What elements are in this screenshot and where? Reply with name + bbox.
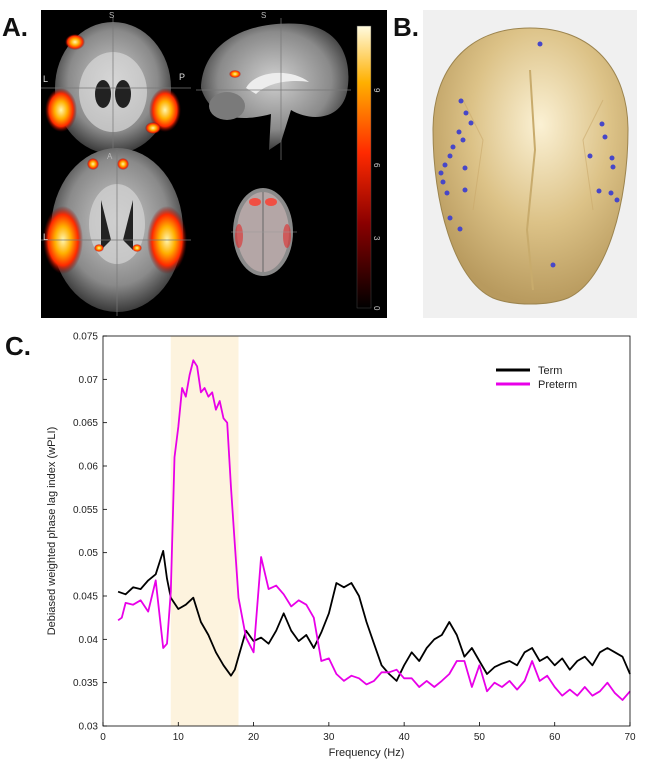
electrode-dot	[447, 153, 453, 159]
x-tick-label: 60	[549, 732, 561, 743]
legend-label: Term	[538, 365, 562, 377]
y-tick-label: 0.07	[79, 375, 99, 386]
panel-label-b: B.	[393, 12, 419, 42]
electrode-dot	[460, 137, 466, 143]
electrode-dot	[550, 262, 556, 268]
x-axis-label: Frequency (Hz)	[329, 747, 405, 759]
x-tick-label: 40	[399, 732, 411, 743]
electrode-dot	[468, 120, 474, 126]
scalp-electrode-image	[432, 27, 629, 305]
surface-render	[231, 188, 297, 276]
electrode-dot	[608, 190, 614, 196]
y-tick-label: 0.035	[73, 678, 98, 689]
x-tick-label: 20	[248, 732, 260, 743]
colorbar-tick: 9	[372, 88, 381, 93]
y-tick-label: 0.065	[73, 418, 98, 429]
x-tick-label: 70	[624, 732, 636, 743]
y-tick-label: 0.04	[79, 635, 99, 646]
legend-label: Preterm	[538, 379, 577, 391]
x-tick-label: 30	[323, 732, 335, 743]
coronal-top-label: S	[109, 11, 114, 20]
colorbar-tick: 3	[372, 236, 381, 241]
wpli-line-chart: 0 10 20 30 40 50 60 70 0.03 0.035 0.04 0.045 0.05 0.0…	[46, 332, 636, 760]
electrode-dot	[596, 188, 602, 194]
electrode-dot	[462, 187, 468, 193]
y-tick-label: 0.045	[73, 592, 98, 603]
electrode-dot	[438, 170, 444, 176]
electrode-map-panel	[423, 10, 637, 318]
series-line-term	[117, 550, 631, 682]
sagittal-top-label: S	[261, 11, 266, 20]
sagittal-slice: S P	[179, 11, 351, 160]
y-axis-label: Debiased weighted phase lag index (wPLI)	[46, 427, 58, 636]
colorbar-tick: 0	[372, 306, 381, 311]
electrode-dot	[599, 121, 605, 127]
y-tick-label: 0.06	[79, 462, 99, 473]
electrode-markers	[438, 41, 620, 268]
electrode-dot	[463, 110, 469, 116]
sagittal-left-label: P	[179, 72, 185, 82]
coronal-slice: S L	[41, 11, 191, 160]
electrode-dot	[440, 179, 446, 185]
electrode-dot	[457, 226, 463, 232]
electrode-dot	[614, 197, 620, 203]
axial-top-label: A	[107, 152, 113, 161]
chart-legend: Term Preterm	[496, 365, 577, 391]
y-tick-label: 0.05	[79, 548, 99, 559]
scalp-surface	[432, 27, 629, 305]
x-tick-label: 10	[173, 732, 185, 743]
electrode-dot	[458, 98, 464, 104]
alpha-band-highlight	[170, 336, 239, 726]
brain-slices-image: S L S P A L	[41, 11, 381, 316]
axial-left-label: L	[43, 232, 48, 242]
electrode-dot	[609, 155, 615, 161]
electrode-dot	[442, 162, 448, 168]
colorbar-tick: 6	[372, 163, 381, 168]
y-tick-label: 0.055	[73, 505, 98, 516]
electrode-dot	[456, 129, 462, 135]
electrode-dot	[610, 164, 616, 170]
panel-label-c: C.	[5, 331, 31, 361]
y-tick-label: 0.03	[79, 722, 99, 733]
plot-frame	[102, 335, 631, 727]
panel-label-a: A.	[2, 12, 28, 42]
x-tick-label: 0	[100, 732, 106, 743]
wpli-chart-panel: 0 10 20 30 40 50 60 70 0.03 0.035 0.04 0.045 0.05 0.0…	[41, 330, 639, 764]
electrode-dot	[447, 215, 453, 221]
axial-slice: A L	[41, 148, 191, 316]
electrode-dot	[462, 165, 468, 171]
electrode-dot	[602, 134, 608, 140]
x-tick-label: 50	[474, 732, 486, 743]
series-line-preterm	[117, 359, 631, 701]
coronal-left-label: L	[43, 74, 48, 84]
fmri-activation-panel: S L S P A L	[41, 10, 387, 318]
colorbar: 9 6 3 0	[356, 25, 381, 311]
y-tick-label: 0.075	[73, 332, 98, 343]
electrode-dot	[450, 144, 456, 150]
electrode-dot	[537, 41, 543, 47]
electrode-dot	[587, 153, 593, 159]
electrode-dot	[444, 190, 450, 196]
